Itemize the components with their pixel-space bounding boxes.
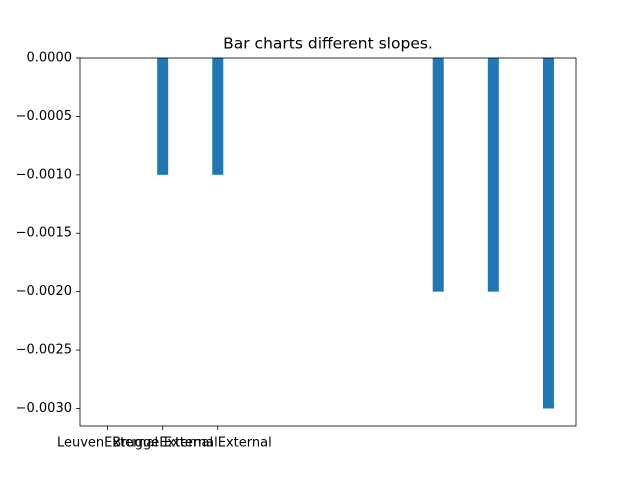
y-tick-label: 0.0000: [27, 51, 73, 66]
y-tick-label: −0.0025: [16, 343, 72, 358]
y-tick-label: −0.0010: [16, 167, 72, 182]
chart-title: Bar charts different slopes.: [223, 35, 433, 53]
y-tick-label: −0.0005: [16, 109, 72, 124]
y-tick-label: −0.0015: [16, 226, 72, 241]
bar: [157, 58, 169, 175]
x-tick-label: LeuvenExternal: [57, 436, 158, 451]
bar: [487, 58, 499, 292]
bar: [432, 58, 444, 292]
bar: [212, 58, 224, 175]
bar: [542, 58, 554, 409]
axes-frame: [79, 57, 577, 427]
x-tick-label: BruggeExternal: [112, 436, 213, 451]
y-tick-label: −0.0020: [16, 284, 72, 299]
y-tick-label: −0.0030: [16, 401, 72, 416]
x-tick-label: ExternalExternal: [164, 436, 272, 451]
